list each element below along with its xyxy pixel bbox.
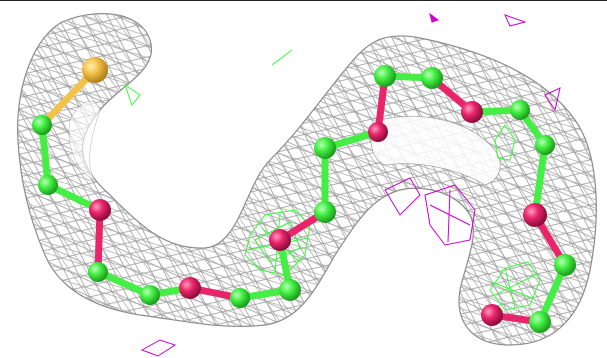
carbon-atom [535,135,555,155]
magenta-difference-mesh [140,12,561,357]
oxygen-atom [179,277,201,299]
sulfur-atom [82,57,108,83]
carbon-atom [421,67,443,89]
carbon-atom [230,288,250,308]
oxygen-atom [89,199,111,221]
carbon-atom [88,262,108,282]
carbon-atom [38,175,58,195]
oxygen-atom [481,304,503,326]
oxygen-atom [269,229,291,251]
carbon-atom [554,254,576,276]
carbon-atom [510,100,530,120]
carbon-atom [314,137,336,159]
carbon-atom [32,115,52,135]
carbon-atom [314,201,336,223]
oxygen-atom [523,203,547,227]
carbon-atom [279,279,301,301]
oxygen-atom [461,101,483,123]
carbon-atom [140,285,160,305]
oxygen-atom [368,122,388,142]
carbon-atom [374,65,396,87]
atoms [32,57,576,333]
carbon-atom [529,311,551,333]
